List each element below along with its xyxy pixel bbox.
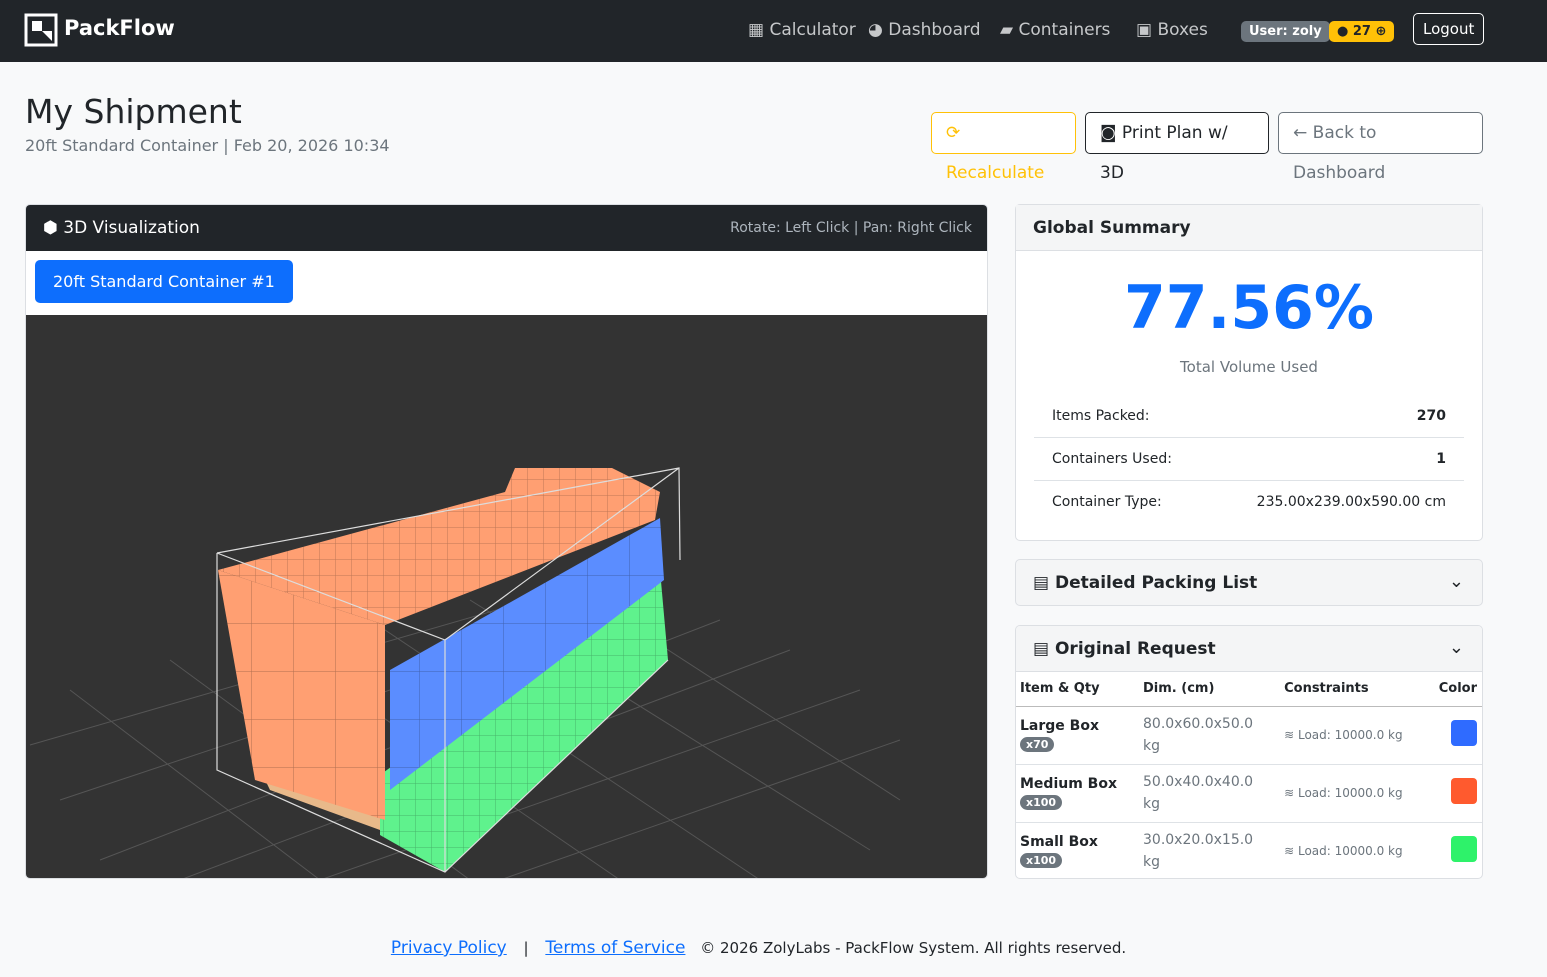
nav-link[interactable]: ▦ Calculator xyxy=(748,20,856,40)
chevron: ⌄ xyxy=(1448,637,1464,658)
user-badge: User: zoly xyxy=(1241,21,1330,42)
logout-button[interactable]: Logout xyxy=(1413,13,1485,45)
item-name: Small Box xyxy=(1020,834,1098,850)
container-tab[interactable]: 20ft Standard Container #1 xyxy=(35,260,293,303)
constraint: ≋ Load: 10000.0 kg xyxy=(1284,786,1403,800)
nav-text: Dashboard xyxy=(888,20,981,40)
print-button[interactable]: ◙ Print Plan w/ 3D xyxy=(1085,112,1269,183)
card-header: ⬢ 3D Visualization Rotate: Left Click | … xyxy=(26,205,987,251)
credits-badge[interactable]: ● 27 ⊕ xyxy=(1329,21,1395,42)
nav-text: Calculator xyxy=(769,20,856,40)
constraint: ≋ Load: 10000.0 kg xyxy=(1284,844,1403,858)
nav-text: Containers xyxy=(1018,20,1111,40)
nav-link[interactable]: ▰ Containers xyxy=(1000,20,1111,40)
request-table: Item & Qty Dim. (cm) Constraints Color L… xyxy=(1016,672,1482,878)
item-name: Medium Box xyxy=(1020,776,1117,792)
nav-text: Boxes xyxy=(1157,20,1208,40)
column-header: Constraints xyxy=(1284,681,1369,697)
hint: Rotate: Left Click | Pan: Right Click xyxy=(730,220,972,236)
card-title: Global Summary xyxy=(1033,218,1191,238)
qty-badge: x100 xyxy=(1020,853,1063,868)
column-header: Dim. (cm) xyxy=(1143,681,1215,697)
page-subtitle: 20ft Standard Container | Feb 20, 2026 1… xyxy=(25,136,390,155)
brand[interactable]: PackFlow xyxy=(64,16,175,40)
terms-link[interactable]: Terms of Service xyxy=(545,938,686,958)
privacy-link[interactable]: Privacy Policy xyxy=(390,938,507,958)
column-header: Color xyxy=(1438,681,1477,697)
button-text: Print Plan w/ 3D xyxy=(1100,123,1228,183)
card-title: ▤ Detailed Packing List xyxy=(1033,573,1258,593)
nav-link[interactable]: ▣ Boxes xyxy=(1136,20,1208,40)
summary-card: Global Summary 77.56% Total Volume Used … xyxy=(1015,204,1483,541)
navbar: PackFlow ▦ Calculator ◕ Dashboard ▰ Cont… xyxy=(0,0,1547,62)
column-header: Item & Qty xyxy=(1020,681,1100,697)
visualization-card: ⬢ 3D Visualization Rotate: Left Click | … xyxy=(25,204,988,879)
volume-label: Total Volume Used xyxy=(1180,358,1318,376)
item-name: Large Box xyxy=(1020,718,1099,734)
dims: 50.0x40.0x40.0 kg xyxy=(1143,774,1254,812)
recalculate-button[interactable]: ⟳ Recalculate xyxy=(931,112,1076,183)
color-swatch xyxy=(1451,836,1477,862)
credits: 27 xyxy=(1352,24,1371,39)
chevron: ⌄ xyxy=(1448,571,1464,592)
page-title: My Shipment xyxy=(25,92,242,131)
packing-list-accordion[interactable]: ▤ Detailed Packing List ⌄ xyxy=(1015,559,1483,606)
button-text: Back to Dashboard xyxy=(1293,123,1386,183)
logo-icon xyxy=(24,13,58,47)
dims: 30.0x20.0x15.0 kg xyxy=(1143,832,1254,870)
summary-row: Containers Used: 1 xyxy=(1034,438,1464,481)
color-swatch xyxy=(1451,720,1477,746)
qty-badge: x70 xyxy=(1020,737,1055,752)
card-title: ▤ Original Request xyxy=(1033,639,1216,659)
color-swatch xyxy=(1451,778,1477,804)
card-header: Global Summary xyxy=(1016,205,1482,251)
summary-row: Items Packed: 270 xyxy=(1034,395,1464,438)
nav-link[interactable]: ◕ Dashboard xyxy=(868,20,981,40)
card-header[interactable]: ▤ Original Request ⌄ xyxy=(1016,626,1482,672)
separator: | xyxy=(523,939,529,957)
constraint: ≋ Load: 10000.0 kg xyxy=(1284,728,1403,742)
request-card: ▤ Original Request ⌄ Item & Qty Dim. (cm… xyxy=(1015,625,1483,879)
request-row: Medium Box x100 50.0x40.0x40.0 kg ≋ Load: 1… xyxy=(1016,764,1482,822)
footer: Privacy Policy | Terms of Service © 2026… xyxy=(0,938,1517,958)
card-title: ⬢ 3D Visualization xyxy=(43,218,200,238)
copyright: © 2026 ZolyLabs - PackFlow System. All r… xyxy=(700,939,1127,957)
request-row: Small Box x100 30.0x20.0x15.0 kg ≋ Load: 10… xyxy=(1016,822,1482,878)
volume-percent: 77.56% xyxy=(1124,273,1374,343)
3d-scene[interactable] xyxy=(26,315,988,879)
qty-badge: x100 xyxy=(1020,795,1063,810)
dims: 80.0x60.0x50.0 kg xyxy=(1143,716,1254,754)
request-row: Large Box x70 80.0x60.0x50.0 kg ≋ Load: 100… xyxy=(1016,706,1482,764)
summary-row: Container Type: 235.00x239.00x590.00 cm xyxy=(1052,494,1446,510)
button-text: Recalculate xyxy=(946,163,1045,183)
back-button[interactable]: ← Back to Dashboard xyxy=(1278,112,1483,183)
